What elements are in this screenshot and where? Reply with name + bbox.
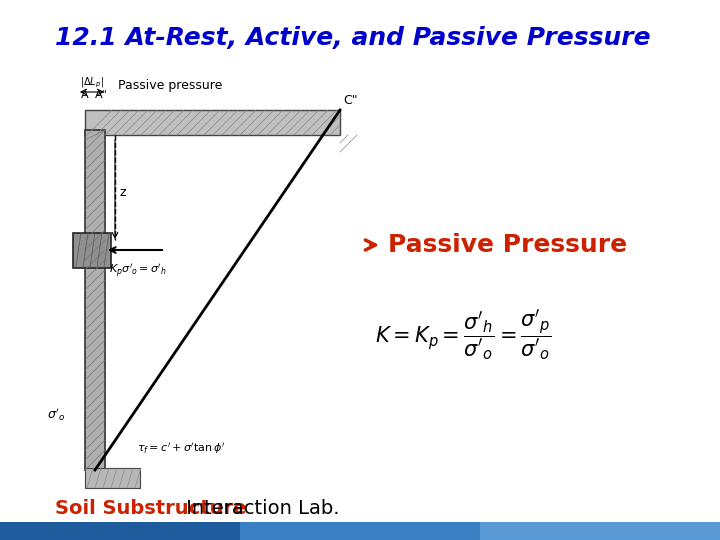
- Text: A": A": [94, 90, 107, 100]
- Bar: [73, 233, 111, 267]
- Text: Passive Pressure: Passive Pressure: [388, 233, 627, 257]
- Text: $K = K_p = \dfrac{\sigma'_h}{\sigma'_o} = \dfrac{\sigma'_p}{\sigma'_o}$: $K = K_p = \dfrac{\sigma'_h}{\sigma'_o} …: [375, 307, 552, 363]
- Text: z: z: [119, 186, 125, 199]
- Text: Passive pressure: Passive pressure: [118, 79, 222, 92]
- Text: 12.1 At-Rest, Active, and Passive Pressure: 12.1 At-Rest, Active, and Passive Pressu…: [55, 26, 651, 50]
- Text: Soil Substructure: Soil Substructure: [55, 499, 246, 518]
- Bar: [0, 522, 240, 540]
- Bar: [85, 110, 340, 135]
- Text: $K_p\sigma'_o = \sigma'_h$: $K_p\sigma'_o = \sigma'_h$: [109, 263, 167, 280]
- Text: C": C": [343, 94, 358, 107]
- Bar: [85, 468, 140, 488]
- Bar: [480, 522, 720, 540]
- Text: A: A: [81, 90, 89, 100]
- Text: $\tau_f = c' + \sigma' \tan\phi'$: $\tau_f = c' + \sigma' \tan\phi'$: [137, 441, 225, 456]
- Text: Interaction Lab.: Interaction Lab.: [180, 499, 340, 518]
- Bar: [85, 130, 105, 470]
- Text: $\sigma'_o$: $\sigma'_o$: [47, 407, 66, 423]
- Bar: [240, 522, 480, 540]
- Text: $|\Delta L_p|$: $|\Delta L_p|$: [80, 76, 104, 90]
